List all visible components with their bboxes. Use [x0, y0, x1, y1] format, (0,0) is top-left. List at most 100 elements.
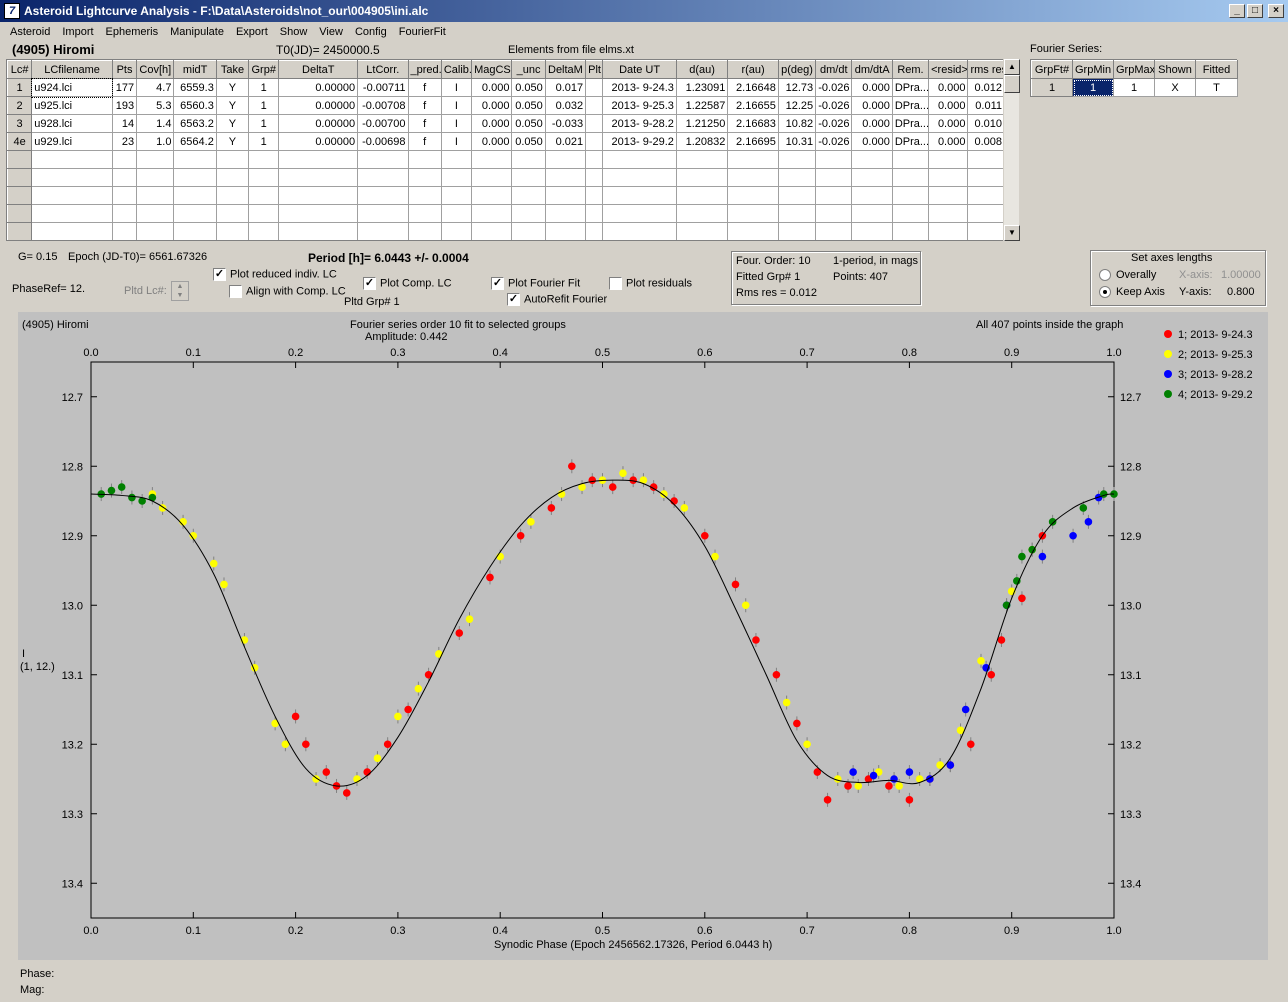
- row-header[interactable]: [7, 222, 33, 240]
- table-row[interactable]: [7, 168, 1003, 187]
- plot-canvas[interactable]: 0.0 0.0 0.1 0.1 0.2 0.2 0.3 0.3 0.4 0.4 0.5 0.5 0.6 0…: [18, 312, 1268, 960]
- table-cell[interactable]: [511, 150, 546, 169]
- table-row[interactable]: [7, 150, 1003, 169]
- table-cell[interactable]: [777, 150, 817, 169]
- table-cell[interactable]: [111, 186, 138, 205]
- table-cell[interactable]: f: [407, 78, 442, 97]
- menu-export[interactable]: Export: [235, 25, 268, 38]
- table-cell[interactable]: [215, 204, 250, 223]
- lightcurve-plot[interactable]: 0.0 0.0 0.1 0.1 0.2 0.2 0.3 0.3 0.4 0.4 0.5 0.5 0.6 0…: [18, 312, 1268, 960]
- table-cell[interactable]: [544, 186, 587, 205]
- table-cell[interactable]: 2013- 9-24.3: [602, 78, 677, 97]
- table-row[interactable]: 4e u929.lci 23 1.0 6564.2 Y 1 0.00000 -0.00698 f I…: [7, 132, 1003, 151]
- table-cell[interactable]: [357, 186, 409, 205]
- table-cell[interactable]: 0.00000: [278, 96, 359, 115]
- table-cell[interactable]: 0.032: [544, 96, 587, 115]
- table-row[interactable]: 3 u928.lci 14 1.4 6563.2 Y 1 0.00000 -0.00700 f I 0…: [7, 114, 1003, 133]
- table-cell[interactable]: -0.00698: [357, 132, 409, 151]
- scroll-up-icon[interactable]: ▲: [1004, 59, 1020, 75]
- minimize-icon[interactable]: _: [1229, 4, 1245, 18]
- table-cell[interactable]: [511, 168, 546, 187]
- pltd-lc-spinner[interactable]: ▲ ▼: [171, 281, 189, 301]
- table-cell[interactable]: 0.000: [928, 96, 969, 115]
- lightcurve-table[interactable]: Lc# LCfilename Pts Cov[h] midT Take Grp# DeltaT…: [6, 59, 1004, 241]
- table-cell[interactable]: [357, 168, 409, 187]
- table-cell[interactable]: [471, 222, 513, 240]
- table-cell[interactable]: [851, 168, 893, 187]
- table-cell[interactable]: [407, 222, 442, 240]
- table-cell[interactable]: [891, 150, 930, 169]
- table-cell[interactable]: Y: [215, 114, 250, 133]
- table-cell[interactable]: DPra...: [891, 114, 930, 133]
- scroll-thumb[interactable]: [1004, 75, 1020, 93]
- table-cell[interactable]: [727, 204, 779, 223]
- table-cell[interactable]: 0.010: [967, 114, 1003, 133]
- table-cell[interactable]: DPra...: [891, 78, 930, 97]
- fourier-column-header[interactable]: GrpFt#: [1031, 60, 1073, 79]
- lc-column-header[interactable]: Grp#: [248, 60, 280, 79]
- plot-fourier-checkbox[interactable]: ✓ Plot Fourier Fit: [491, 277, 581, 290]
- table-cell[interactable]: [215, 150, 250, 169]
- table-cell[interactable]: 1.21250: [675, 114, 729, 133]
- table-cell[interactable]: u924.lci: [30, 77, 114, 98]
- overally-radio[interactable]: Overally: [1099, 269, 1156, 282]
- table-cell[interactable]: [471, 150, 513, 169]
- table-cell[interactable]: [891, 204, 930, 223]
- table-cell[interactable]: [928, 168, 969, 187]
- table-cell[interactable]: [173, 150, 217, 169]
- table-cell[interactable]: 0.000: [928, 78, 969, 97]
- yaxis-value[interactable]: 0.800: [1227, 286, 1255, 298]
- table-cell[interactable]: [471, 168, 513, 187]
- table-cell[interactable]: [891, 186, 930, 205]
- row-header[interactable]: [7, 204, 33, 223]
- table-cell[interactable]: [585, 222, 604, 240]
- table-cell[interactable]: 14: [111, 114, 138, 133]
- table-cell[interactable]: 0.000: [851, 114, 893, 133]
- fourier-column-header[interactable]: Fitted: [1195, 60, 1238, 79]
- table-cell[interactable]: 1.20832: [675, 132, 729, 151]
- table-cell[interactable]: 6560.3: [173, 96, 217, 115]
- table-cell[interactable]: 2013- 9-25.3: [602, 96, 677, 115]
- table-cell[interactable]: 0.000: [851, 132, 893, 151]
- autorefit-checkbox[interactable]: ✓ AutoRefit Fourier: [507, 293, 608, 306]
- table-cell[interactable]: [585, 168, 604, 187]
- table-cell[interactable]: [173, 168, 217, 187]
- lc-column-header[interactable]: LCfilename: [31, 60, 113, 79]
- table-cell[interactable]: 1.23091: [675, 78, 729, 97]
- table-cell[interactable]: 0.000: [928, 132, 969, 151]
- menu-asteroid[interactable]: Asteroid: [10, 25, 51, 38]
- table-cell[interactable]: [278, 222, 359, 240]
- table-cell[interactable]: 0.021: [544, 132, 587, 151]
- table-cell[interactable]: 0.00000: [278, 132, 359, 151]
- lc-column-header[interactable]: LtCorr.: [357, 60, 409, 79]
- table-cell[interactable]: [602, 222, 677, 240]
- lc-column-header[interactable]: Take: [215, 60, 250, 79]
- table-cell[interactable]: 2.16695: [727, 132, 779, 151]
- table-cell[interactable]: 0.000: [928, 114, 969, 133]
- fourier-cell[interactable]: 1: [1031, 78, 1073, 97]
- table-cell[interactable]: [928, 204, 969, 223]
- table-cell[interactable]: 0.012: [967, 78, 1003, 97]
- close-icon[interactable]: ×: [1268, 4, 1284, 18]
- table-cell[interactable]: [727, 186, 779, 205]
- plot-reduced-checkbox[interactable]: ✓ Plot reduced indiv. LC: [213, 268, 337, 281]
- table-cell[interactable]: [544, 150, 587, 169]
- lc-column-header[interactable]: MagCS: [471, 60, 513, 79]
- fourier-column-header[interactable]: GrpMin: [1072, 60, 1114, 79]
- table-cell[interactable]: I: [440, 78, 473, 97]
- table-cell[interactable]: [585, 204, 604, 223]
- table-cell[interactable]: 1: [248, 96, 280, 115]
- table-cell[interactable]: Y: [215, 132, 250, 151]
- table-cell[interactable]: 6563.2: [173, 114, 217, 133]
- table-cell[interactable]: [471, 204, 513, 223]
- table-cell[interactable]: [278, 150, 359, 169]
- table-cell[interactable]: 0.000: [471, 96, 513, 115]
- table-cell[interactable]: 1.22587: [675, 96, 729, 115]
- table-cell[interactable]: [815, 222, 853, 240]
- table-cell[interactable]: DPra...: [891, 96, 930, 115]
- table-cell[interactable]: 0.00000: [278, 78, 359, 97]
- table-cell[interactable]: 1: [248, 132, 280, 151]
- lc-column-header[interactable]: Date UT: [602, 60, 677, 79]
- table-cell[interactable]: 12.73: [777, 78, 817, 97]
